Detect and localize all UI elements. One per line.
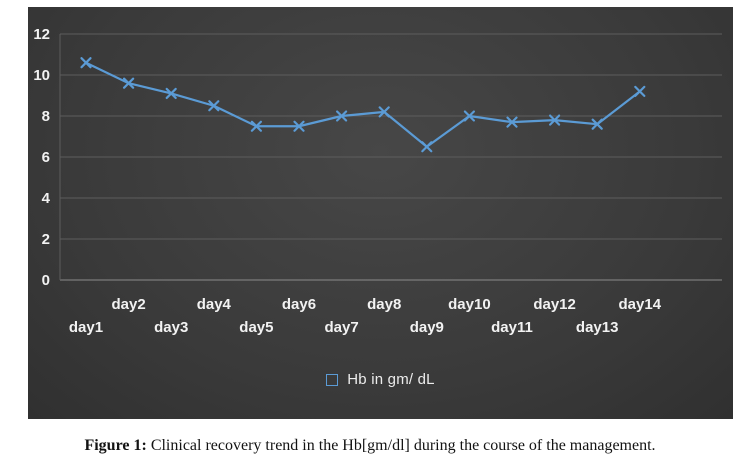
caption-text: Clinical recovery trend in the Hb[gm/dl]… <box>150 437 656 454</box>
svg-text:0: 0 <box>42 272 50 289</box>
svg-text:day11: day11 <box>491 319 533 336</box>
svg-text:day1: day1 <box>69 319 103 336</box>
svg-text:day3: day3 <box>154 319 188 336</box>
legend-series-square-icon <box>326 373 339 386</box>
svg-text:day10: day10 <box>448 296 491 313</box>
svg-text:day6: day6 <box>282 296 316 313</box>
legend-series-label: Hb in gm/ dL <box>347 371 435 388</box>
svg-text:day5: day5 <box>239 319 273 336</box>
svg-text:day2: day2 <box>111 296 145 313</box>
svg-text:10: 10 <box>33 67 50 84</box>
svg-text:4: 4 <box>42 190 51 207</box>
chart-legend: Hb in gm/ dL <box>326 371 435 388</box>
svg-text:12: 12 <box>33 26 50 43</box>
svg-text:day12: day12 <box>533 296 576 313</box>
svg-text:day14: day14 <box>619 296 662 313</box>
hb-trend-chart-panel: 0 2 4 6 8 10 12 day1 day2 day3 day4 day5 day6 day7 day… <box>28 7 733 419</box>
line-chart: 0 2 4 6 8 10 12 day1 day2 day3 day4 day5 day6 day7 day… <box>33 26 722 336</box>
svg-text:day8: day8 <box>367 296 401 313</box>
svg-text:2: 2 <box>42 231 50 248</box>
svg-text:day7: day7 <box>324 319 358 336</box>
svg-text:day9: day9 <box>410 319 444 336</box>
svg-text:6: 6 <box>42 149 50 166</box>
caption-figure-number: Figure 1: <box>84 437 147 454</box>
svg-text:day4: day4 <box>197 296 232 313</box>
svg-text:day13: day13 <box>576 319 619 336</box>
svg-text:8: 8 <box>42 108 50 125</box>
figure-caption: Figure 1: Clinical recovery trend in the… <box>0 437 740 455</box>
